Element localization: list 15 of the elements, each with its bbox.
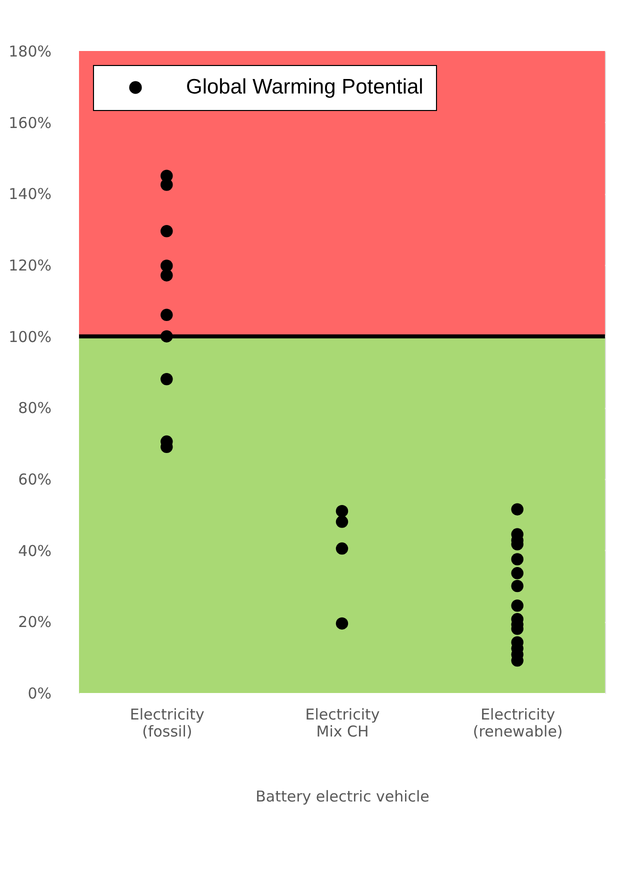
y-tick-label: 140% — [8, 185, 52, 204]
legend-label: Global Warming Potential — [186, 76, 424, 98]
x-tick-label: Electricity (renewable) — [472, 706, 563, 740]
y-tick-label: 40% — [18, 542, 52, 560]
x-axis-title: Battery electric vehicle — [256, 788, 430, 806]
y-tick-label: 180% — [8, 42, 52, 60]
y-tick-label: 160% — [8, 114, 52, 132]
y-tick-label: 80% — [18, 399, 52, 418]
y-tick-label: 100% — [8, 328, 52, 346]
y-tick-label: 120% — [8, 256, 52, 274]
y-tick-label: 20% — [18, 613, 52, 632]
y-tick-label: 60% — [18, 470, 52, 488]
x-tick-label: Electricity Mix CH — [305, 706, 380, 740]
x-tick-label: Electricity (fossil) — [130, 706, 205, 740]
y-tick-label: 0% — [28, 684, 52, 702]
